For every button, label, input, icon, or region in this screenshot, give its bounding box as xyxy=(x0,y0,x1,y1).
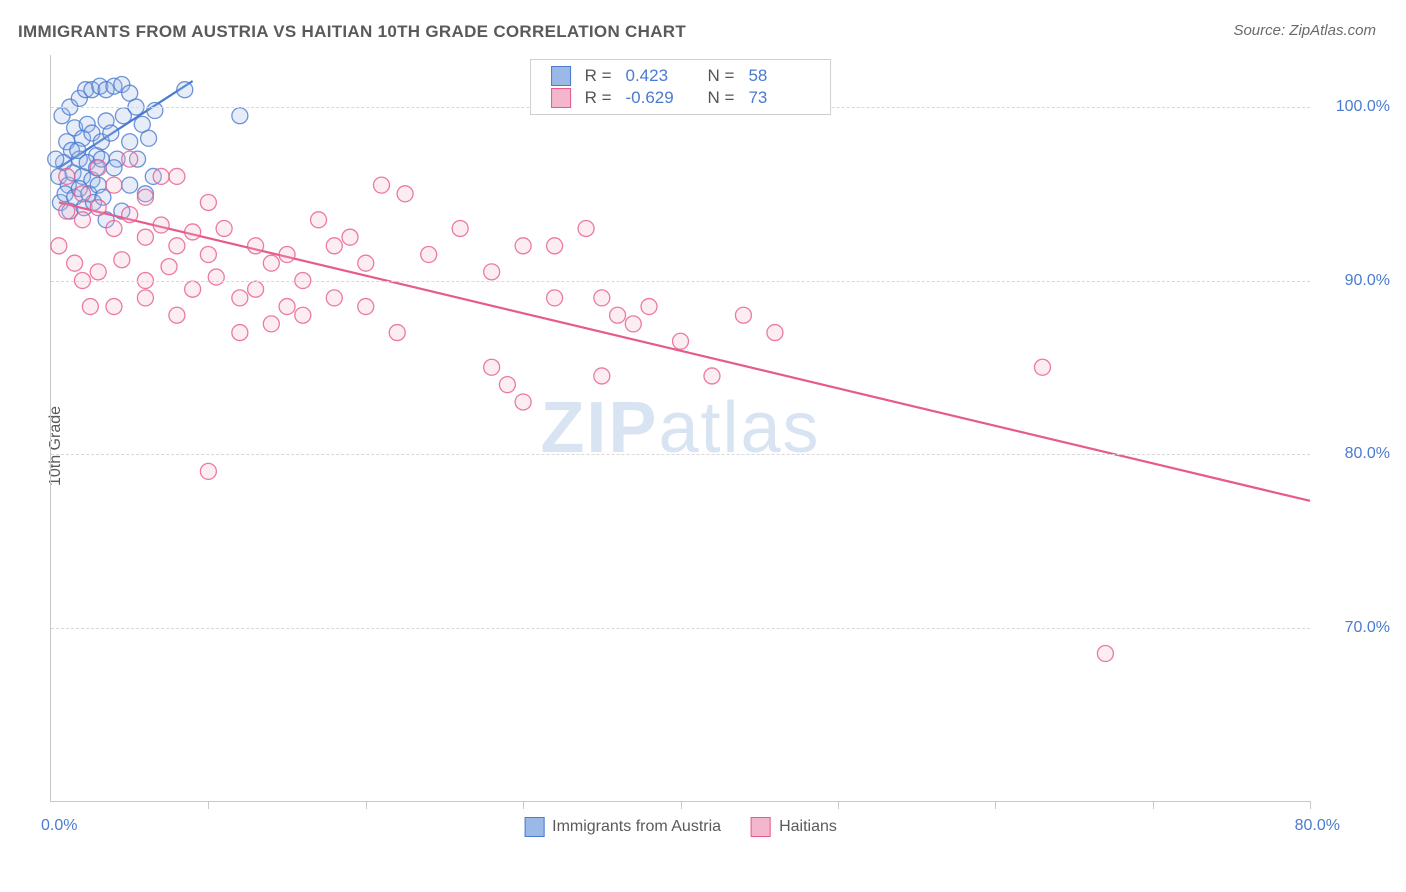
legend-label-haitians: Haitians xyxy=(779,818,837,836)
source-attribution: Source: ZipAtlas.com xyxy=(1233,22,1376,39)
swatch-haitians xyxy=(751,817,771,837)
series-legend: Immigrants from Austria Haitians xyxy=(524,817,837,837)
r-label: R = xyxy=(585,66,612,86)
scatter-svg xyxy=(51,55,1310,801)
n-value-haitians: 73 xyxy=(748,88,810,108)
correlation-legend: R = 0.423 N = 58 R = -0.629 N = 73 xyxy=(530,59,832,115)
legend-row-austria: R = 0.423 N = 58 xyxy=(551,66,811,86)
y-tick-label: 100.0% xyxy=(1320,98,1390,116)
r-label: R = xyxy=(585,88,612,108)
y-tick-label: 90.0% xyxy=(1320,272,1390,290)
plot-area: ZIPatlas R = 0.423 N = 58 R = -0.629 N =… xyxy=(50,55,1310,802)
chart-container: IMMIGRANTS FROM AUSTRIA VS HAITIAN 10TH … xyxy=(0,0,1406,892)
legend-item-haitians: Haitians xyxy=(751,817,837,837)
n-label: N = xyxy=(708,88,735,108)
swatch-haitians xyxy=(551,88,571,108)
legend-label-austria: Immigrants from Austria xyxy=(552,818,721,836)
legend-item-austria: Immigrants from Austria xyxy=(524,817,721,837)
y-tick-label: 80.0% xyxy=(1320,445,1390,463)
legend-row-haitians: R = -0.629 N = 73 xyxy=(551,88,811,108)
y-tick-label: 70.0% xyxy=(1320,619,1390,637)
x-tick-max: 80.0% xyxy=(1295,817,1340,835)
r-value-austria: 0.423 xyxy=(626,66,688,86)
r-value-haitians: -0.629 xyxy=(626,88,688,108)
n-value-austria: 58 xyxy=(748,66,810,86)
swatch-austria xyxy=(551,66,571,86)
swatch-austria xyxy=(524,817,544,837)
chart-title: IMMIGRANTS FROM AUSTRIA VS HAITIAN 10TH … xyxy=(18,22,686,42)
x-tick-min: 0.0% xyxy=(41,817,77,835)
n-label: N = xyxy=(708,66,735,86)
